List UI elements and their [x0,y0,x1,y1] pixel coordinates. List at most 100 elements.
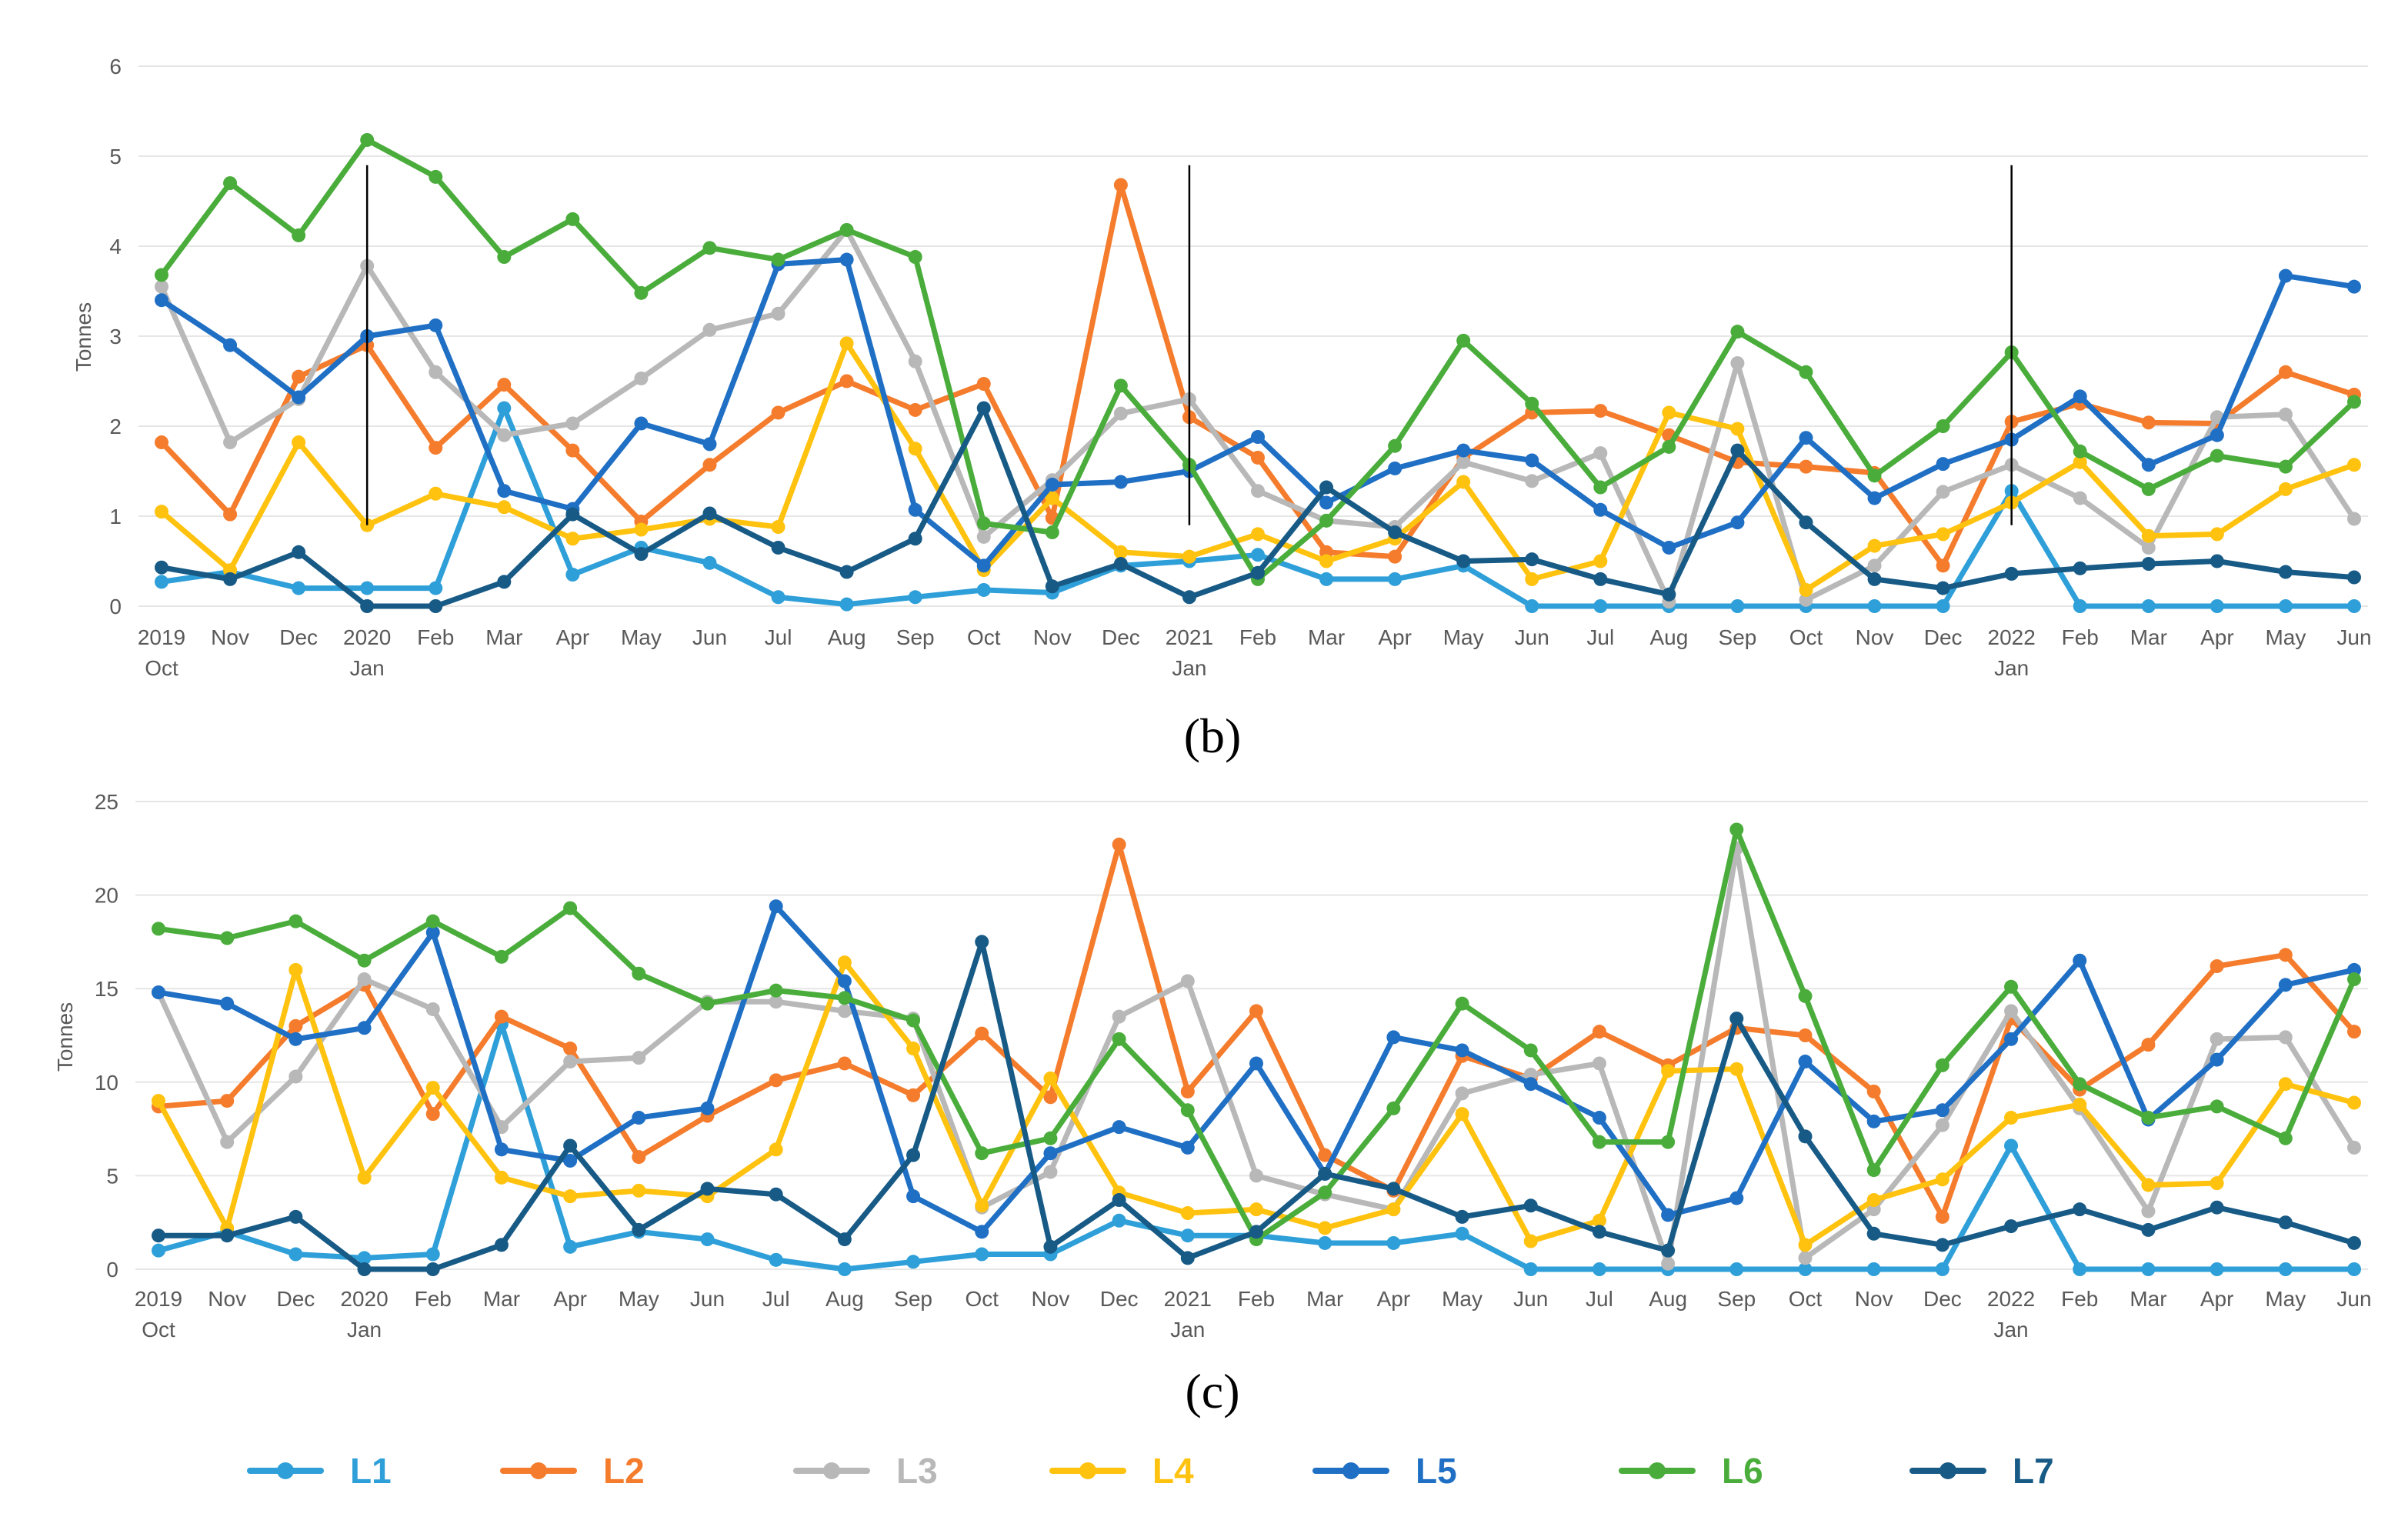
x-tick-label: Jan [1993,1318,2028,1342]
data-point-L2 [1592,1025,1606,1039]
data-point-L4 [1386,1202,1401,1217]
data-point-L7 [2004,566,2019,581]
data-point-L7 [1661,1243,1676,1258]
y-tick-label: 5 [106,1164,118,1188]
data-point-L3 [2347,512,2361,526]
data-point-L3 [497,428,512,442]
x-tick-label: Aug [828,625,866,649]
data-point-L5 [1935,1103,1949,1118]
data-point-L4 [2210,527,2224,542]
data-point-L4 [288,962,303,977]
data-point-L5 [2073,389,2087,404]
data-point-L5 [769,899,783,914]
data-point-L3 [288,1069,303,1084]
x-tick-label: Nov [1855,1287,1893,1311]
data-point-L1 [2210,599,2224,613]
legend-marker-L7 [1939,1462,1956,1479]
data-point-L5 [2278,268,2293,283]
data-point-L7 [1113,557,1128,572]
data-point-L3 [2347,1140,2361,1155]
data-point-L7 [906,1148,921,1162]
data-point-L3 [1180,974,1195,988]
data-point-L2 [220,1094,235,1108]
data-point-L5 [1799,431,1813,445]
data-point-L2 [769,1073,783,1088]
data-point-L5 [292,390,306,405]
data-point-L4 [429,486,443,501]
data-point-L1 [2347,1262,2361,1276]
data-point-L6 [1729,822,1744,837]
data-point-L3 [634,371,649,385]
y-tick-label: 0 [109,595,122,618]
data-point-L1 [1319,572,1334,586]
data-point-L4 [2141,1178,2156,1192]
data-point-L7 [429,599,443,613]
data-point-L3 [2004,1004,2019,1018]
data-point-L2 [425,1107,440,1122]
x-tick-label: Apr [556,625,590,649]
x-tick-label: Apr [553,1287,587,1311]
data-point-L6 [1045,525,1059,540]
x-tick-label: Feb [415,1287,452,1311]
x-tick-label: May [621,625,662,649]
data-point-L2 [908,402,922,417]
data-point-L7 [839,565,854,579]
x-tick-label: Nov [1856,625,1894,649]
data-point-L6 [2278,1131,2293,1145]
data-point-L5 [1662,540,1676,555]
data-point-L6 [155,268,168,282]
data-point-L5 [1251,430,1265,445]
x-tick-label: Jan [1172,656,1206,680]
data-point-L5 [1113,475,1128,489]
data-point-L5 [634,416,649,431]
data-point-L7 [1867,572,1882,586]
data-point-L2 [494,1009,509,1024]
data-point-L1 [976,582,991,597]
x-tick-label: May [1442,1287,1482,1311]
data-point-L7 [357,1262,372,1276]
data-point-L7 [1388,525,1402,540]
data-point-L3 [1867,558,1882,573]
data-point-L5 [2004,1032,2019,1046]
x-tick-label: Dec [279,625,318,649]
data-point-L2 [1318,1148,1332,1162]
data-point-L2 [155,435,168,450]
data-point-L7 [2004,1219,2019,1234]
data-point-L7 [837,1232,852,1247]
data-point-L5 [1045,478,1059,492]
data-point-L6 [976,516,991,531]
data-point-L1 [1388,572,1402,586]
data-point-L5 [1523,1077,1538,1092]
data-point-L7 [1043,1239,1058,1254]
data-point-L3 [220,1135,235,1149]
data-point-L2 [1866,1084,1881,1098]
legend-label-L3: L3 [896,1451,938,1491]
data-point-L4 [1523,1234,1538,1248]
data-point-L4 [497,500,512,515]
data-point-L6 [1318,1185,1332,1200]
data-point-L2 [2210,959,2224,974]
data-point-L5 [632,1111,646,1125]
data-point-L4 [1799,582,1813,597]
x-tick-year: 2019 [138,625,185,649]
data-point-L5 [288,1032,303,1046]
data-point-L7 [2141,557,2156,572]
x-tick-label: Apr [2200,1287,2234,1311]
data-point-L3 [1456,455,1471,469]
data-point-L1 [769,1252,783,1267]
y-tick-label: 20 [95,884,118,908]
data-point-L4 [1661,1064,1676,1078]
x-tick-label: Sep [896,625,935,649]
data-point-L4 [1866,1193,1881,1208]
data-point-L5 [1043,1146,1058,1161]
data-point-L3 [1525,474,1539,488]
data-point-L5 [1388,461,1402,475]
x-tick-label: Apr [1377,1287,1411,1311]
data-point-L3 [2210,1032,2224,1046]
data-point-L4 [1455,1107,1469,1122]
data-point-L7 [1730,443,1745,458]
data-point-L1 [908,590,922,605]
data-point-L7 [288,1209,303,1224]
data-point-L7 [1866,1226,1881,1241]
y-axis-label: Tonnes [72,302,95,372]
